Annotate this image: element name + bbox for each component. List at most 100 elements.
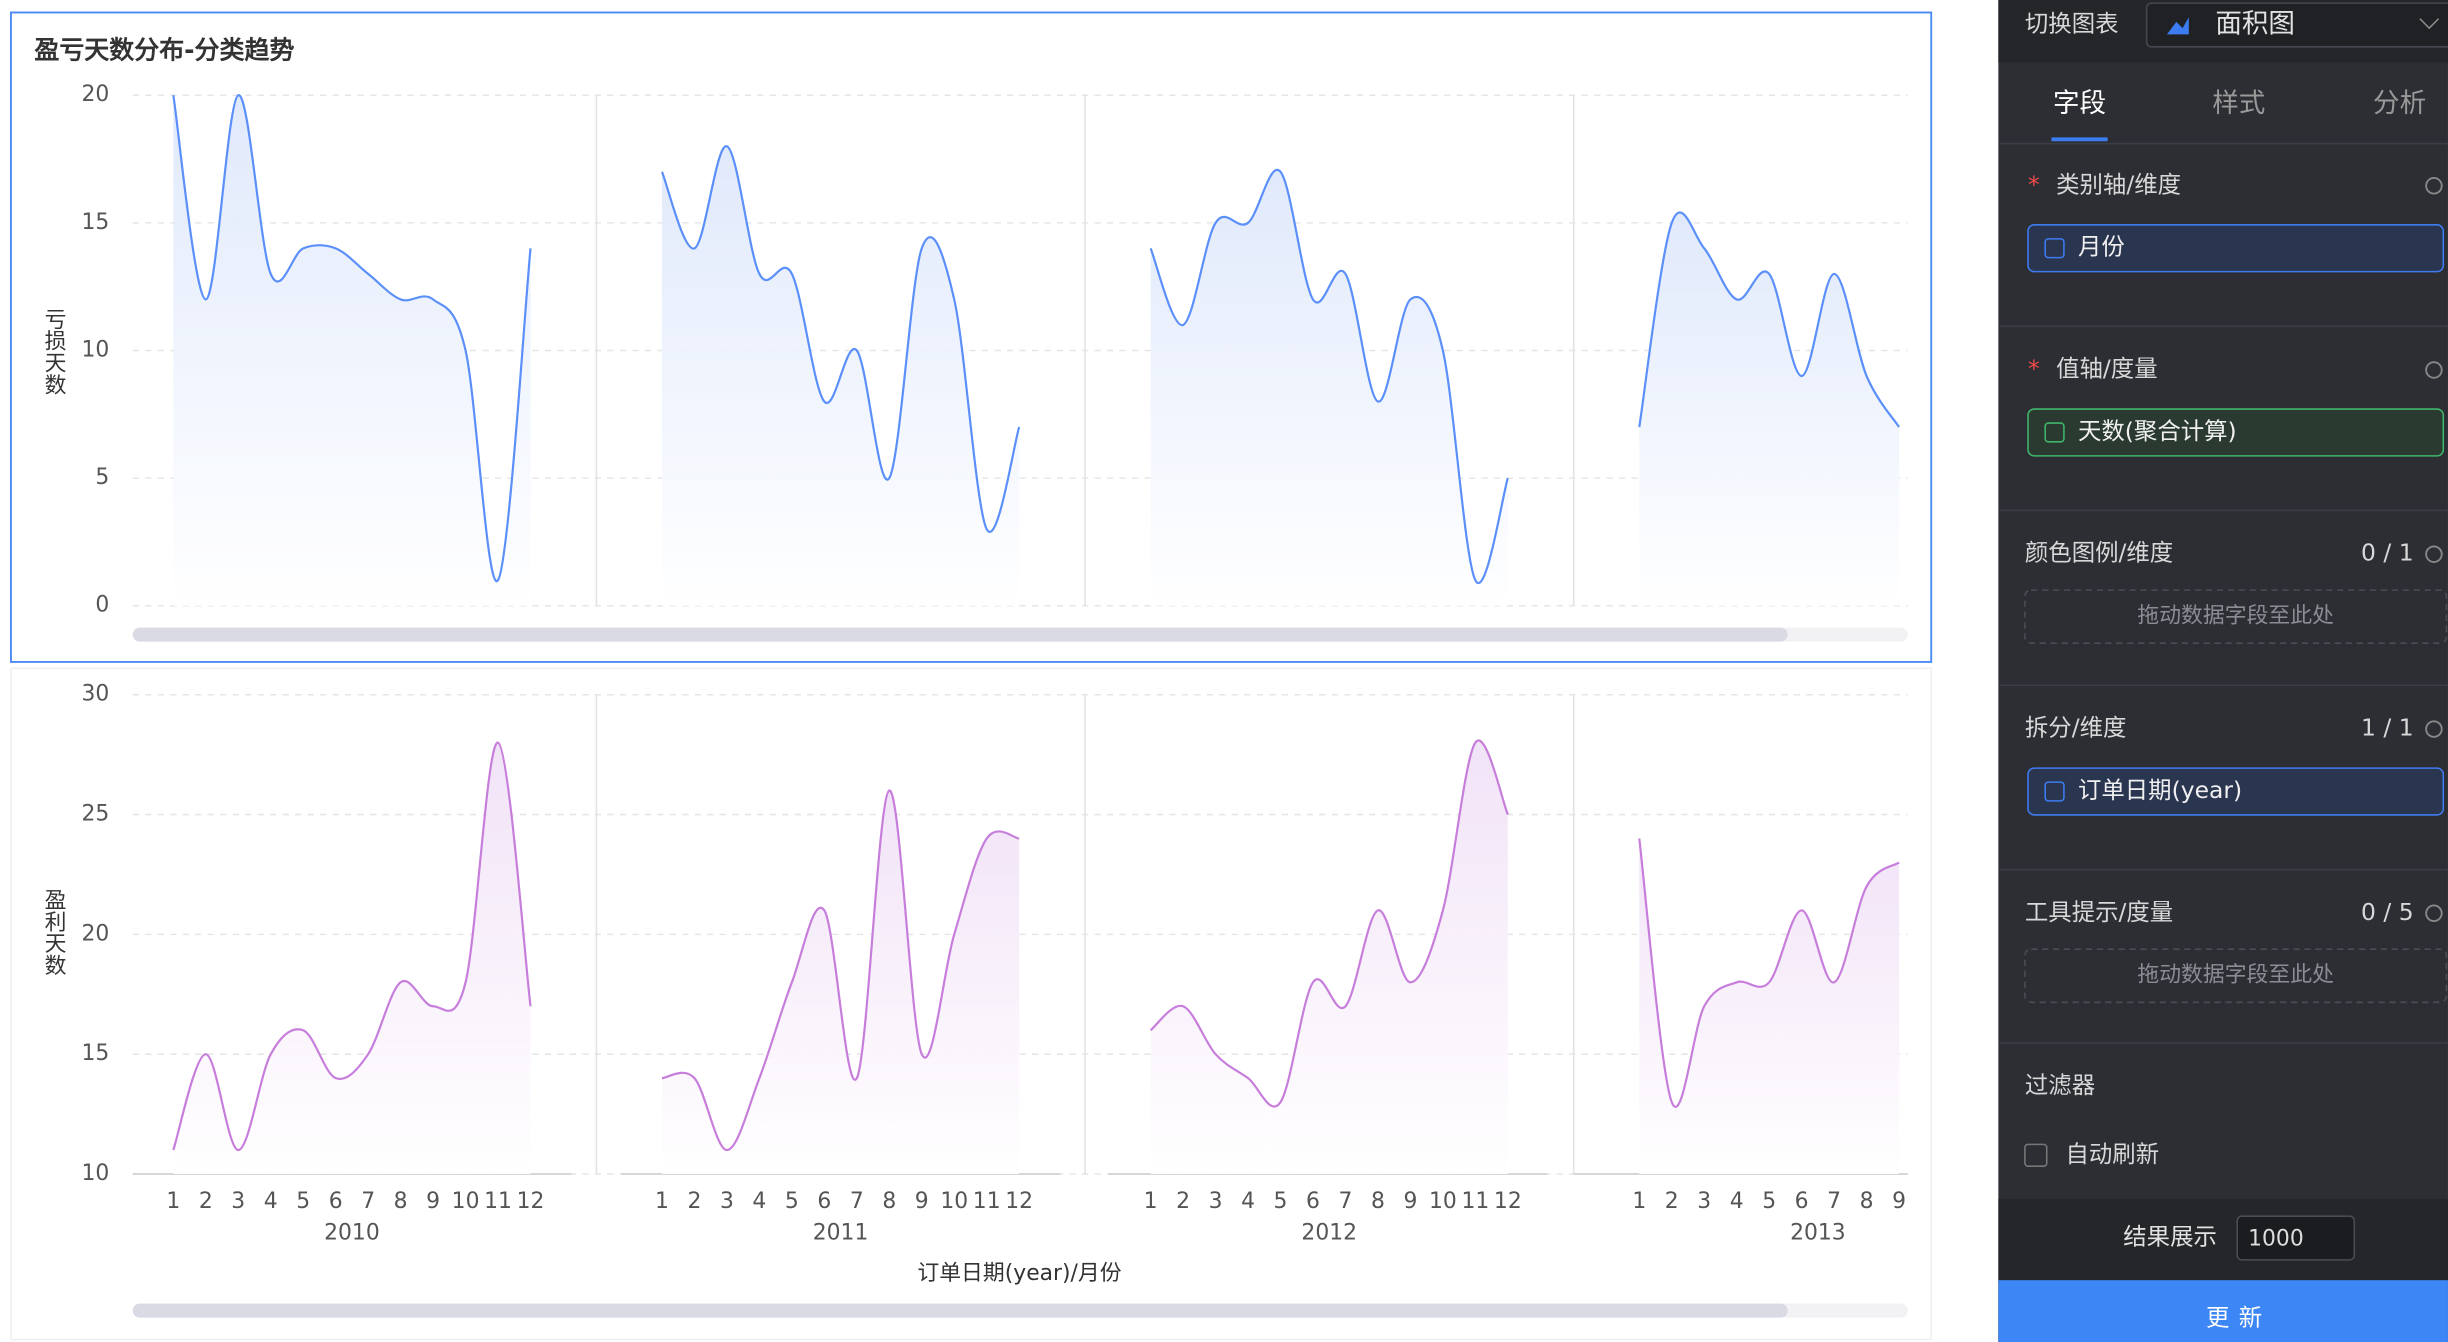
area-fill (1150, 740, 1508, 1175)
area-line (172, 94, 532, 583)
y-tick-label: 25 (82, 802, 110, 827)
update-button[interactable] (1998, 1280, 2448, 1342)
x-tick-label: 9 (915, 1189, 929, 1214)
x-tick-label: 9 (1892, 1189, 1906, 1214)
checkbox-label: 自动刷新 (2065, 1140, 2159, 1168)
settings-icon[interactable] (2425, 177, 2443, 195)
tab[interactable]: 样式 (2212, 88, 2265, 119)
required-mark: * (2028, 170, 2040, 198)
area-fill (1150, 169, 1508, 606)
x-tick-label: 8 (1860, 1189, 1874, 1214)
x-tick-label: 6 (817, 1189, 831, 1214)
x-tick-label: 6 (329, 1189, 343, 1214)
tab[interactable]: 字段 (2053, 88, 2106, 119)
scrollbar-thumb[interactable] (132, 1303, 1788, 1318)
side-panel (1998, 0, 2448, 1342)
tab[interactable]: 分析 (2373, 88, 2426, 119)
settings-icon[interactable] (2425, 545, 2443, 563)
x-tick-label: 6 (1306, 1189, 1320, 1214)
x-tick-label: 11 (484, 1189, 512, 1214)
chart-type-select[interactable] (2145, 2, 2448, 48)
area-line (661, 789, 1020, 1152)
facet-label: 2012 (1301, 1220, 1357, 1245)
y-tick-label: 5 (95, 465, 109, 490)
drop-hint: 拖动数据字段至此处 (2137, 604, 2334, 629)
area-fill (661, 790, 1020, 1175)
x-tick-label: 3 (1697, 1189, 1711, 1214)
x-tick-label: 9 (426, 1189, 440, 1214)
facet-label: 2011 (813, 1220, 869, 1245)
area-line (1149, 739, 1509, 1108)
x-tick-label: 7 (850, 1189, 864, 1214)
settings-icon[interactable] (2425, 361, 2443, 379)
x-tick-label: 3 (720, 1189, 734, 1214)
area-line (1638, 211, 1900, 428)
x-tick-label: 4 (264, 1189, 278, 1214)
area-line (172, 741, 532, 1152)
x-tick-label: 5 (1762, 1189, 1776, 1214)
y-tick-label: 15 (82, 210, 110, 235)
y-tick-label: 15 (82, 1041, 110, 1066)
checkbox[interactable] (2024, 1143, 2048, 1167)
area-fill (1639, 212, 1900, 606)
field-pill[interactable] (2027, 408, 2445, 457)
x-tick-label: 2 (199, 1189, 213, 1214)
drop-zone[interactable] (2024, 948, 2448, 1004)
scrollbar-thumb[interactable] (132, 627, 1788, 642)
x-tick-label: 8 (1371, 1189, 1385, 1214)
x-tick-label: 7 (1339, 1189, 1353, 1214)
x-tick-label: 7 (1827, 1189, 1841, 1214)
x-tick-label: 6 (1795, 1189, 1809, 1214)
x-tick-label: 10 (940, 1189, 968, 1214)
input[interactable] (2236, 1215, 2356, 1261)
x-tick-label: 4 (1730, 1189, 1744, 1214)
chart-card (10, 667, 1933, 1341)
x-tick-label: 12 (517, 1189, 545, 1214)
x-tick-label: 3 (231, 1189, 245, 1214)
facet-label: 2010 (324, 1220, 380, 1245)
drop-hint: 拖动数据字段至此处 (2137, 963, 2334, 988)
field-pill[interactable] (2027, 224, 2445, 273)
x-tick-label: 1 (655, 1189, 669, 1214)
x-tick-label: 1 (166, 1189, 180, 1214)
area-fill (173, 742, 531, 1175)
x-tick-label: 4 (1241, 1189, 1255, 1214)
area-fill (173, 95, 531, 606)
area-fill (661, 146, 1020, 606)
section-title: 拆分/维度 (2025, 714, 2127, 742)
x-tick-label: 12 (1005, 1189, 1033, 1214)
x-tick-label: 5 (296, 1189, 310, 1214)
area-line (1149, 168, 1509, 585)
chart-title: 盈亏天数分布-分类趋势 (34, 36, 294, 65)
x-tick-label: 2 (1176, 1189, 1190, 1214)
section-count: 1 / 1 (2361, 714, 2414, 742)
field-icon (2044, 422, 2065, 443)
x-tick-label: 2 (1665, 1189, 1679, 1214)
x-tick-label: 11 (973, 1189, 1001, 1214)
field-pill[interactable] (2027, 767, 2445, 816)
required-mark: * (2028, 355, 2040, 383)
area-fill (1639, 838, 1900, 1175)
label: 切换图表 (2025, 9, 2119, 37)
y-tick-label: 20 (82, 82, 110, 107)
section-title: 值轴/度量 (2056, 355, 2158, 383)
x-tick-label: 11 (1461, 1189, 1489, 1214)
section-count: 0 / 5 (2361, 898, 2414, 926)
settings-icon[interactable] (2425, 720, 2443, 738)
field-name: 订单日期(year) (2078, 776, 2242, 804)
section-title: 过滤器 (2025, 1071, 2095, 1099)
drop-zone[interactable] (2024, 589, 2448, 644)
input-value: 1000 (2248, 1227, 2304, 1252)
x-tick-label: 5 (785, 1189, 799, 1214)
y-tick-label: 20 (82, 921, 110, 946)
settings-icon[interactable] (2425, 904, 2443, 923)
y-axis-title: 亏损天数 (41, 308, 66, 396)
tab-indicator (2051, 137, 2108, 142)
chart-card-focus[interactable] (10, 11, 1933, 663)
section-title: 工具提示/度量 (2025, 898, 2173, 926)
x-tick-label: 9 (1403, 1189, 1417, 1214)
x-tick-label: 3 (1209, 1189, 1223, 1214)
x-tick-label: 1 (1632, 1189, 1646, 1214)
field-name: 月份 (2078, 233, 2125, 261)
field-name: 天数(聚合计算) (2078, 417, 2237, 445)
